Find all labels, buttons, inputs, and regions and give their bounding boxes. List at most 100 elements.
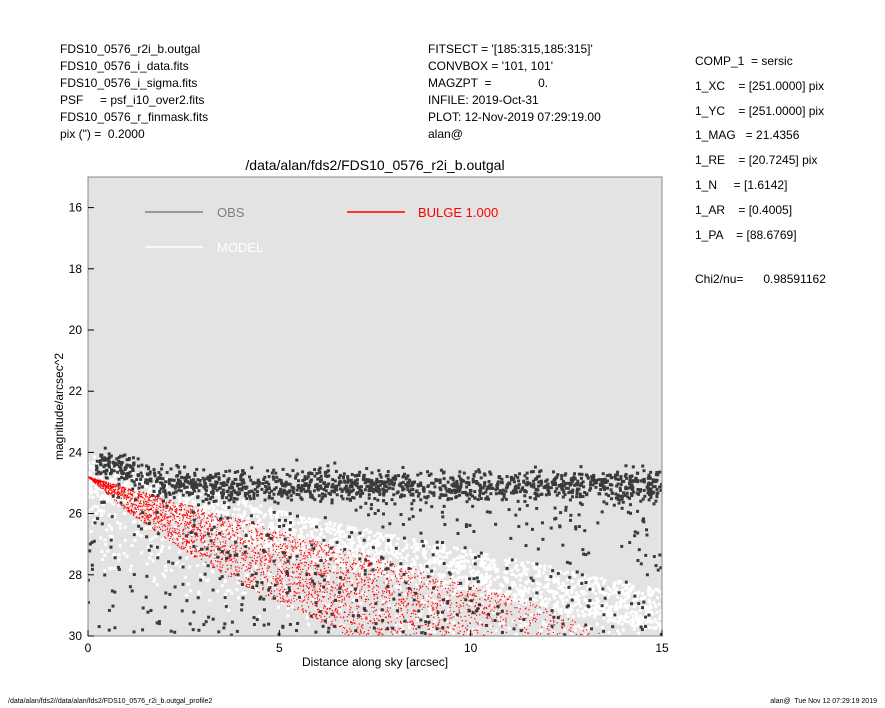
model-point [247, 535, 251, 539]
model-point [290, 573, 294, 577]
bulge-point [229, 517, 231, 519]
model-point [610, 613, 614, 617]
bulge-point [346, 581, 348, 583]
model-point [511, 585, 515, 589]
bulge-point [268, 594, 270, 596]
bulge-point [171, 509, 173, 511]
bulge-point [94, 478, 96, 480]
bulge-point [448, 622, 451, 624]
bulge-point [274, 532, 277, 534]
bulge-point [294, 543, 297, 545]
bulge-point [234, 544, 236, 546]
bulge-point [187, 531, 189, 534]
model-series [88, 455, 662, 660]
bulge-point [191, 515, 193, 517]
bulge-point [250, 529, 252, 532]
bulge-point [286, 547, 288, 549]
model-point [126, 480, 130, 484]
bulge-point [469, 622, 471, 625]
model-point [456, 570, 460, 574]
bulge-point [296, 599, 298, 601]
bulge-point [92, 478, 94, 480]
bulge-point [315, 615, 317, 618]
bulge-point [342, 562, 345, 564]
bulge-point [267, 547, 270, 550]
model-point [311, 522, 315, 526]
bulge-point [131, 504, 134, 506]
bulge-point [336, 584, 338, 586]
model-point [573, 597, 577, 601]
bulge-point [311, 540, 313, 542]
bulge-point [245, 585, 247, 587]
model-point [459, 566, 463, 570]
model-point [113, 474, 117, 478]
model-point [194, 502, 198, 506]
bulge-point [319, 574, 321, 577]
model-point [625, 606, 629, 610]
model-point [579, 652, 582, 655]
model-point [481, 561, 485, 565]
model-point [651, 612, 655, 616]
bulge-point [547, 633, 549, 635]
model-point [161, 572, 165, 576]
bulge-point [556, 633, 558, 635]
model-point [562, 594, 566, 598]
bulge-point [345, 604, 347, 606]
bulge-point [445, 602, 447, 604]
bulge-point [344, 627, 346, 629]
bulge-point [244, 520, 246, 522]
bulge-point [176, 516, 178, 518]
bulge-point [301, 601, 303, 603]
bulge-point [124, 491, 126, 493]
bulge-point [361, 553, 363, 555]
model-point [538, 574, 542, 578]
bulge-point [202, 512, 204, 514]
model-point [439, 576, 443, 580]
model-point [386, 573, 390, 577]
bulge-point [412, 620, 414, 622]
bulge-point [302, 590, 304, 592]
model-point [539, 590, 543, 594]
bulge-point [139, 505, 141, 507]
model-point [171, 507, 175, 511]
model-point [478, 552, 482, 556]
bulge-point [411, 590, 413, 592]
bulge-point [382, 570, 384, 572]
bulge-point [284, 543, 287, 545]
bulge-point [129, 496, 131, 498]
bulge-point [220, 547, 222, 549]
model-point [152, 576, 156, 580]
model-point [88, 472, 92, 476]
bulge-point [218, 556, 220, 558]
bulge-point [115, 484, 117, 486]
bulge-point [242, 530, 245, 532]
bulge-point [174, 505, 176, 508]
bulge-point [510, 603, 512, 605]
model-point [149, 496, 153, 500]
model-point [232, 535, 236, 539]
bulge-point [252, 578, 255, 581]
bulge-point [191, 539, 193, 542]
model-point [448, 628, 452, 632]
model-point [350, 579, 354, 583]
model-point [367, 565, 371, 569]
model-point [542, 620, 546, 624]
bulge-point [307, 564, 310, 566]
model-point [438, 554, 442, 558]
model-point [292, 598, 296, 602]
model-point [505, 571, 509, 575]
model-point [498, 657, 501, 660]
model-point [338, 578, 342, 582]
bulge-point [373, 595, 375, 597]
model-point [429, 610, 433, 614]
bulge-point [588, 632, 590, 635]
model-point [335, 549, 339, 553]
model-point [322, 544, 326, 548]
bulge-point [289, 605, 291, 607]
bulge-point [376, 593, 378, 595]
bulge-point [308, 591, 310, 593]
bulge-point [368, 563, 371, 565]
model-point [184, 544, 188, 548]
model-point [252, 527, 256, 531]
